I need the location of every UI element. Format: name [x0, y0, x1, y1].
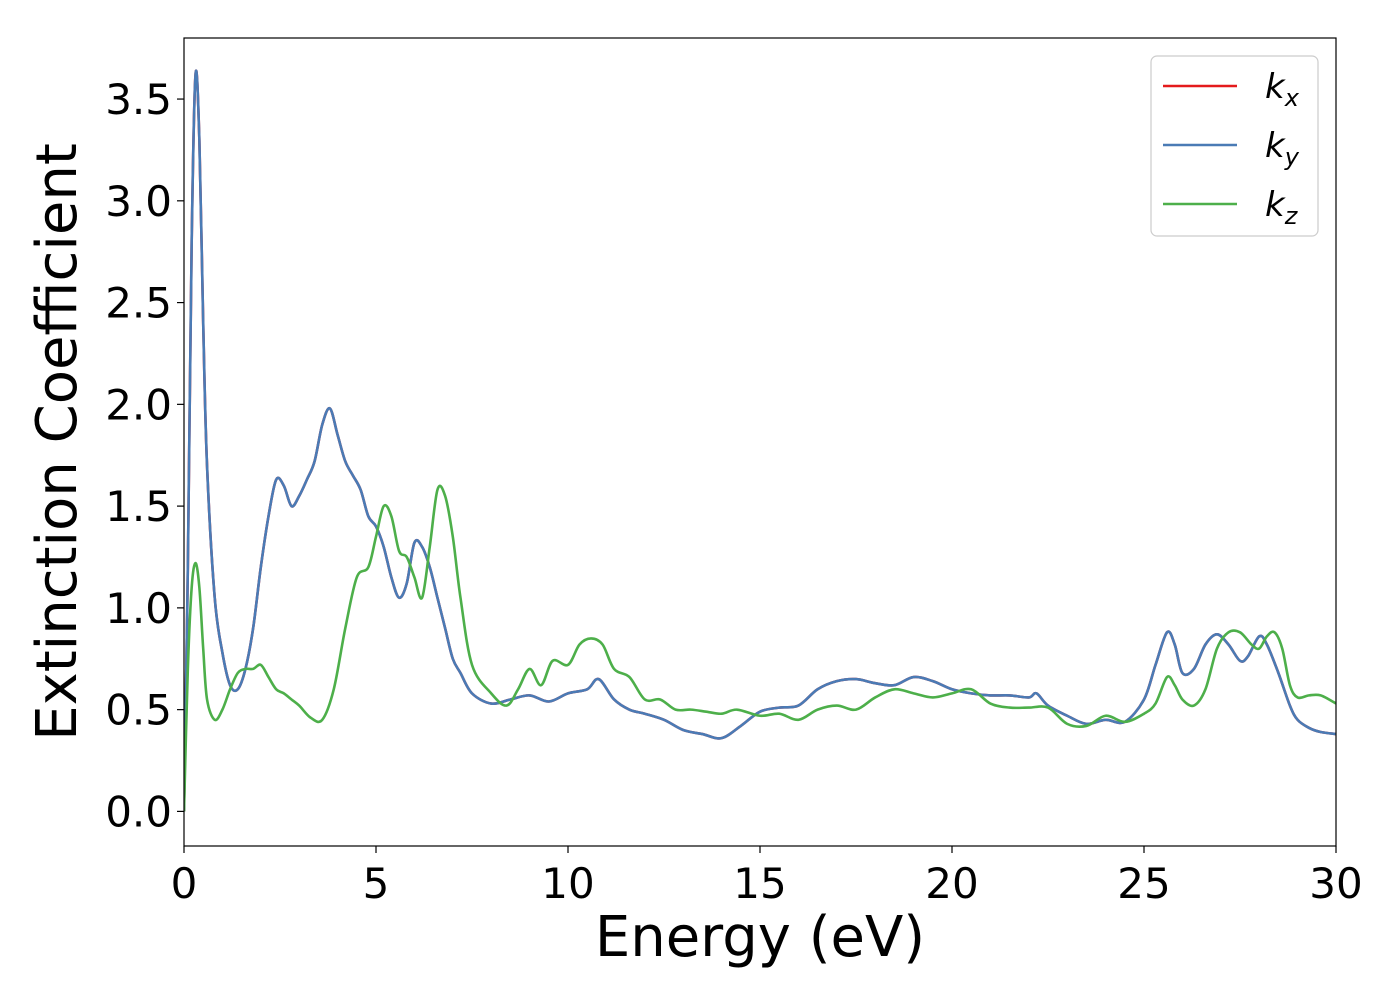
y-tick-label: 3.0 — [105, 177, 172, 226]
x-axis-label: Energy (eV) — [595, 905, 925, 970]
series-layer — [184, 69, 1336, 812]
legend-label-subscript: z — [1284, 202, 1299, 230]
legend-label-base: k — [1265, 185, 1286, 225]
y-tick-label: 1.5 — [105, 482, 172, 531]
x-tick-label: 5 — [363, 859, 390, 908]
legend-label-z: kz — [1265, 185, 1299, 230]
x-tick-label: 0 — [171, 859, 198, 908]
legend-label-x: kx — [1265, 67, 1300, 112]
legend-label-y: ky — [1265, 126, 1300, 171]
legend-label-base: k — [1265, 67, 1286, 107]
y-axis-label: Extinction Coefficient — [25, 143, 90, 741]
y-tick-label: 0.5 — [105, 686, 172, 735]
series-line-z — [184, 484, 1336, 812]
y-tick-label: 2.0 — [105, 380, 172, 429]
y-tick-label: 3.5 — [105, 75, 172, 124]
x-tick-label: 10 — [541, 859, 594, 908]
legend-label-subscript: y — [1284, 143, 1300, 171]
x-axis: 0 5 10 15 20 25 30 — [171, 846, 1363, 908]
legend-label-subscript: x — [1284, 84, 1300, 112]
x-tick-label: 15 — [733, 859, 786, 908]
series-line-y — [184, 69, 1336, 812]
y-tick-label: 1.0 — [105, 584, 172, 633]
y-axis: 0.0 0.5 1.0 1.5 2.0 2.5 3.0 3.5 — [105, 75, 184, 836]
y-tick-label: 0.0 — [105, 787, 172, 836]
y-tick-label: 2.5 — [105, 279, 172, 328]
x-tick-label: 30 — [1309, 859, 1362, 908]
x-tick-label: 25 — [1117, 859, 1170, 908]
x-tick-label: 20 — [925, 859, 978, 908]
legend-label-base: k — [1265, 126, 1286, 166]
